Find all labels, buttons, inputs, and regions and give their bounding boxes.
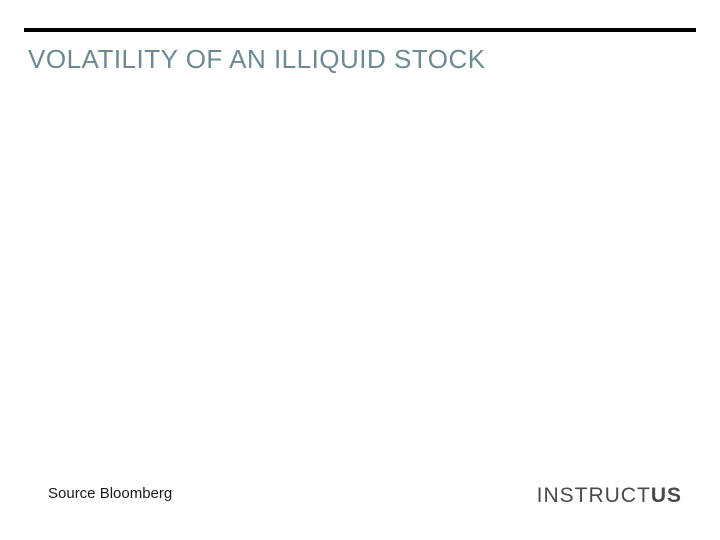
slide-title: VOLATILITY OF AN ILLIQUID STOCK	[28, 44, 486, 75]
top-divider	[24, 28, 696, 32]
brand-part2: US	[651, 484, 682, 508]
brand-logo: INSTRUCTUS	[537, 484, 682, 508]
source-attribution: Source Bloomberg	[48, 485, 172, 502]
brand-part1: INSTRUCT	[537, 484, 651, 508]
slide: VOLATILITY OF AN ILLIQUID STOCK Source B…	[0, 0, 720, 540]
